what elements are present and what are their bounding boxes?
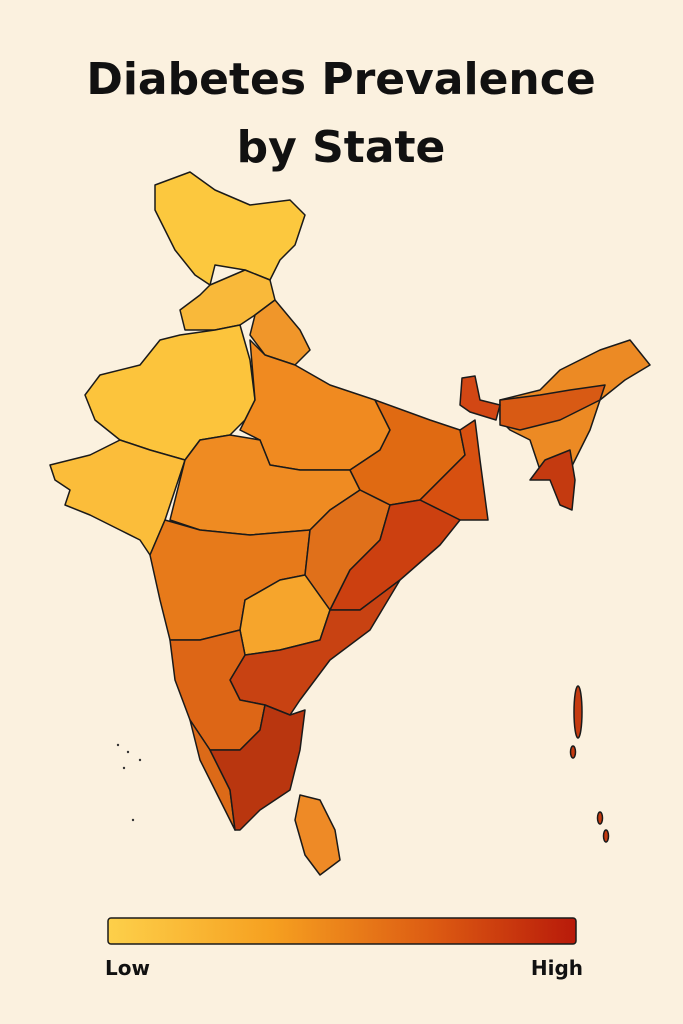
island <box>596 811 604 825</box>
island <box>126 750 130 754</box>
legend-high: High <box>530 956 583 980</box>
island <box>138 758 142 762</box>
legend-low: Low <box>105 956 150 980</box>
states <box>49 171 651 876</box>
island <box>131 818 135 822</box>
title: Diabetes Prevalence by State <box>86 54 596 173</box>
state <box>529 449 576 511</box>
state <box>209 704 306 831</box>
island <box>569 745 577 759</box>
island <box>573 685 583 739</box>
island <box>122 766 126 770</box>
legend-bar <box>107 917 577 945</box>
country <box>294 794 341 876</box>
state <box>249 299 311 366</box>
island <box>116 743 120 747</box>
island <box>602 829 610 843</box>
state <box>499 384 606 431</box>
state <box>459 375 501 421</box>
state <box>154 171 306 286</box>
